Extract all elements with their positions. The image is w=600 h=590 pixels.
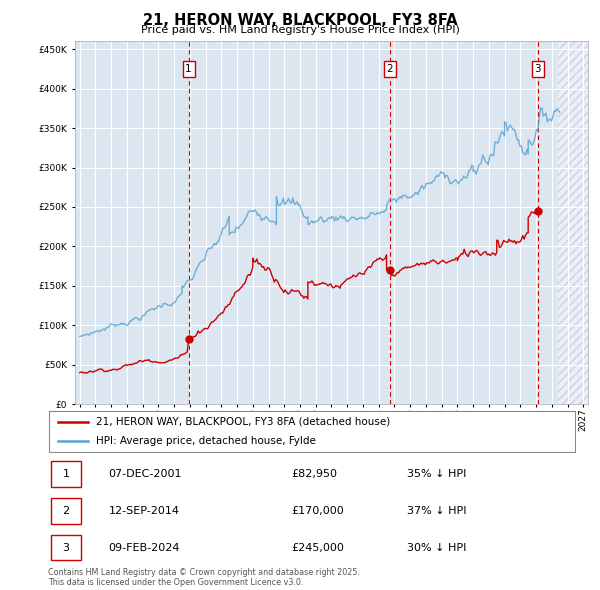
Text: 37% ↓ HPI: 37% ↓ HPI xyxy=(407,506,467,516)
Text: £82,950: £82,950 xyxy=(291,470,337,479)
FancyBboxPatch shape xyxy=(50,461,81,487)
Bar xyxy=(559,41,588,404)
Bar xyxy=(559,41,588,404)
Text: 2: 2 xyxy=(386,64,393,74)
Text: Contains HM Land Registry data © Crown copyright and database right 2025.
This d: Contains HM Land Registry data © Crown c… xyxy=(48,568,360,587)
FancyBboxPatch shape xyxy=(50,498,81,524)
Text: Price paid vs. HM Land Registry's House Price Index (HPI): Price paid vs. HM Land Registry's House … xyxy=(140,25,460,35)
FancyBboxPatch shape xyxy=(50,535,81,560)
Text: £245,000: £245,000 xyxy=(291,543,344,552)
Bar xyxy=(188,41,390,404)
Text: 09-FEB-2024: 09-FEB-2024 xyxy=(109,543,180,552)
Text: 12-SEP-2014: 12-SEP-2014 xyxy=(109,506,180,516)
Text: 2: 2 xyxy=(62,506,70,516)
Text: 21, HERON WAY, BLACKPOOL, FY3 8FA (detached house): 21, HERON WAY, BLACKPOOL, FY3 8FA (detac… xyxy=(95,417,390,427)
Text: 07-DEC-2001: 07-DEC-2001 xyxy=(109,470,182,479)
Text: 3: 3 xyxy=(535,64,541,74)
Text: 1: 1 xyxy=(185,64,192,74)
Text: 35% ↓ HPI: 35% ↓ HPI xyxy=(407,470,466,479)
Text: 3: 3 xyxy=(62,543,70,552)
Text: 21, HERON WAY, BLACKPOOL, FY3 8FA: 21, HERON WAY, BLACKPOOL, FY3 8FA xyxy=(143,13,457,28)
Text: 1: 1 xyxy=(62,470,70,479)
Text: £170,000: £170,000 xyxy=(291,506,344,516)
Text: HPI: Average price, detached house, Fylde: HPI: Average price, detached house, Fyld… xyxy=(95,437,316,447)
FancyBboxPatch shape xyxy=(49,411,575,453)
Text: 30% ↓ HPI: 30% ↓ HPI xyxy=(407,543,466,552)
